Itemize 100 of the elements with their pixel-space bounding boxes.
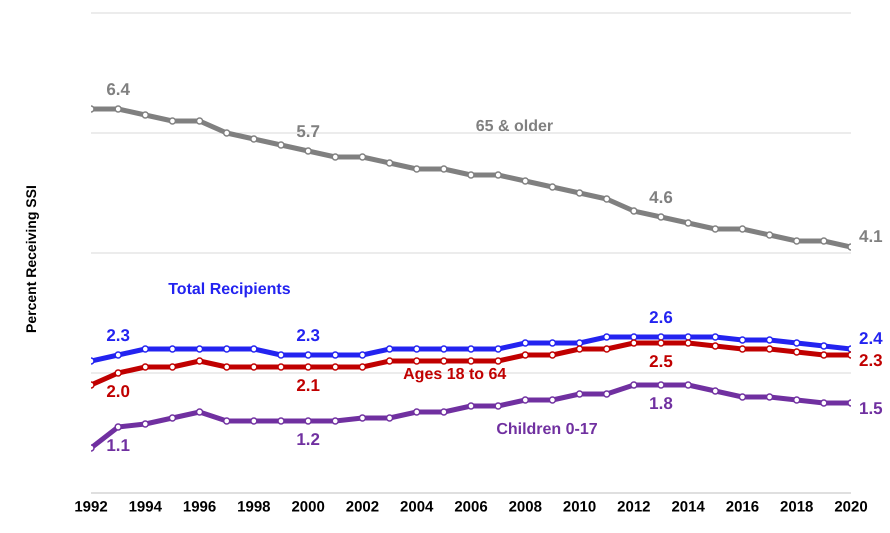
point [548, 339, 556, 347]
point [277, 417, 285, 425]
x-tick-label: 1996 [182, 498, 216, 516]
point [332, 417, 340, 425]
point [576, 339, 584, 347]
point [657, 333, 665, 341]
data-label: 1.1 [106, 436, 130, 455]
x-tick-label: 2016 [726, 498, 760, 516]
point [602, 195, 610, 203]
point [494, 345, 502, 353]
point [548, 396, 556, 404]
point [684, 219, 692, 227]
point [576, 390, 584, 398]
point [222, 417, 230, 425]
point [142, 420, 150, 428]
data-label: 2.3 [296, 326, 320, 345]
x-tick-label: 1992 [74, 498, 108, 516]
x-tick-label: 2010 [562, 498, 596, 516]
point [386, 159, 394, 167]
point [196, 357, 204, 365]
point [766, 336, 774, 344]
x-tick-label: 2008 [508, 498, 542, 516]
point [467, 402, 475, 410]
point [548, 351, 556, 359]
point [412, 408, 420, 416]
point [657, 339, 665, 347]
point [766, 231, 774, 239]
point [196, 117, 204, 125]
point [630, 339, 638, 347]
point [412, 165, 420, 173]
x-tick-label: 2018 [780, 498, 814, 516]
y-axis-title: Percent Receiving SSI [22, 185, 39, 333]
point [277, 141, 285, 149]
point [467, 357, 475, 365]
data-label: 4.1 [859, 227, 883, 246]
point [494, 357, 502, 365]
point [684, 381, 692, 389]
point [712, 387, 720, 395]
data-label: 1.5 [859, 399, 883, 418]
x-tick-label: 2006 [454, 498, 488, 516]
series-label: Ages 18 to 64 [403, 366, 506, 383]
data-label: 1.2 [296, 430, 320, 449]
point [222, 363, 230, 371]
data-label: 2.4 [859, 329, 884, 348]
point [712, 342, 720, 350]
point [114, 351, 122, 359]
point [792, 237, 800, 245]
x-tick-label: 2002 [346, 498, 380, 516]
point [630, 207, 638, 215]
data-label: 2.6 [649, 308, 673, 327]
x-tick-label: 1998 [237, 498, 271, 516]
point [820, 342, 828, 350]
point [358, 153, 366, 161]
point [142, 111, 150, 119]
data-label: 2.3 [106, 326, 130, 345]
point [467, 345, 475, 353]
point [820, 237, 828, 245]
point [684, 333, 692, 341]
point [712, 333, 720, 341]
point [630, 333, 638, 341]
x-tick-label: 2012 [617, 498, 651, 516]
data-label: 1.8 [649, 394, 673, 413]
point [168, 363, 176, 371]
point [440, 345, 448, 353]
point [440, 165, 448, 173]
point [196, 345, 204, 353]
x-tick-label: 2000 [291, 498, 325, 516]
point [440, 357, 448, 365]
point [277, 351, 285, 359]
point [358, 351, 366, 359]
point [386, 414, 394, 422]
x-tick-label: 1994 [128, 498, 163, 516]
point [657, 213, 665, 221]
point [304, 351, 312, 359]
point [304, 363, 312, 371]
point [602, 333, 610, 341]
text: 65 & older [476, 118, 554, 135]
data-label: 2.1 [296, 376, 320, 395]
point [792, 348, 800, 356]
point [304, 417, 312, 425]
point [196, 408, 204, 416]
point [168, 414, 176, 422]
data-label: 2.3 [859, 351, 883, 370]
point [766, 345, 774, 353]
point [738, 345, 746, 353]
point [277, 363, 285, 371]
data-label: 2.0 [106, 382, 130, 401]
point [657, 381, 665, 389]
point [440, 408, 448, 416]
point [250, 135, 258, 143]
x-tick-label: 2014 [671, 498, 706, 516]
point [738, 393, 746, 401]
point [250, 363, 258, 371]
point [820, 351, 828, 359]
point [738, 336, 746, 344]
point [168, 117, 176, 125]
point [738, 225, 746, 233]
x-tick-label: 2020 [834, 498, 868, 516]
point [684, 339, 692, 347]
point [548, 183, 556, 191]
